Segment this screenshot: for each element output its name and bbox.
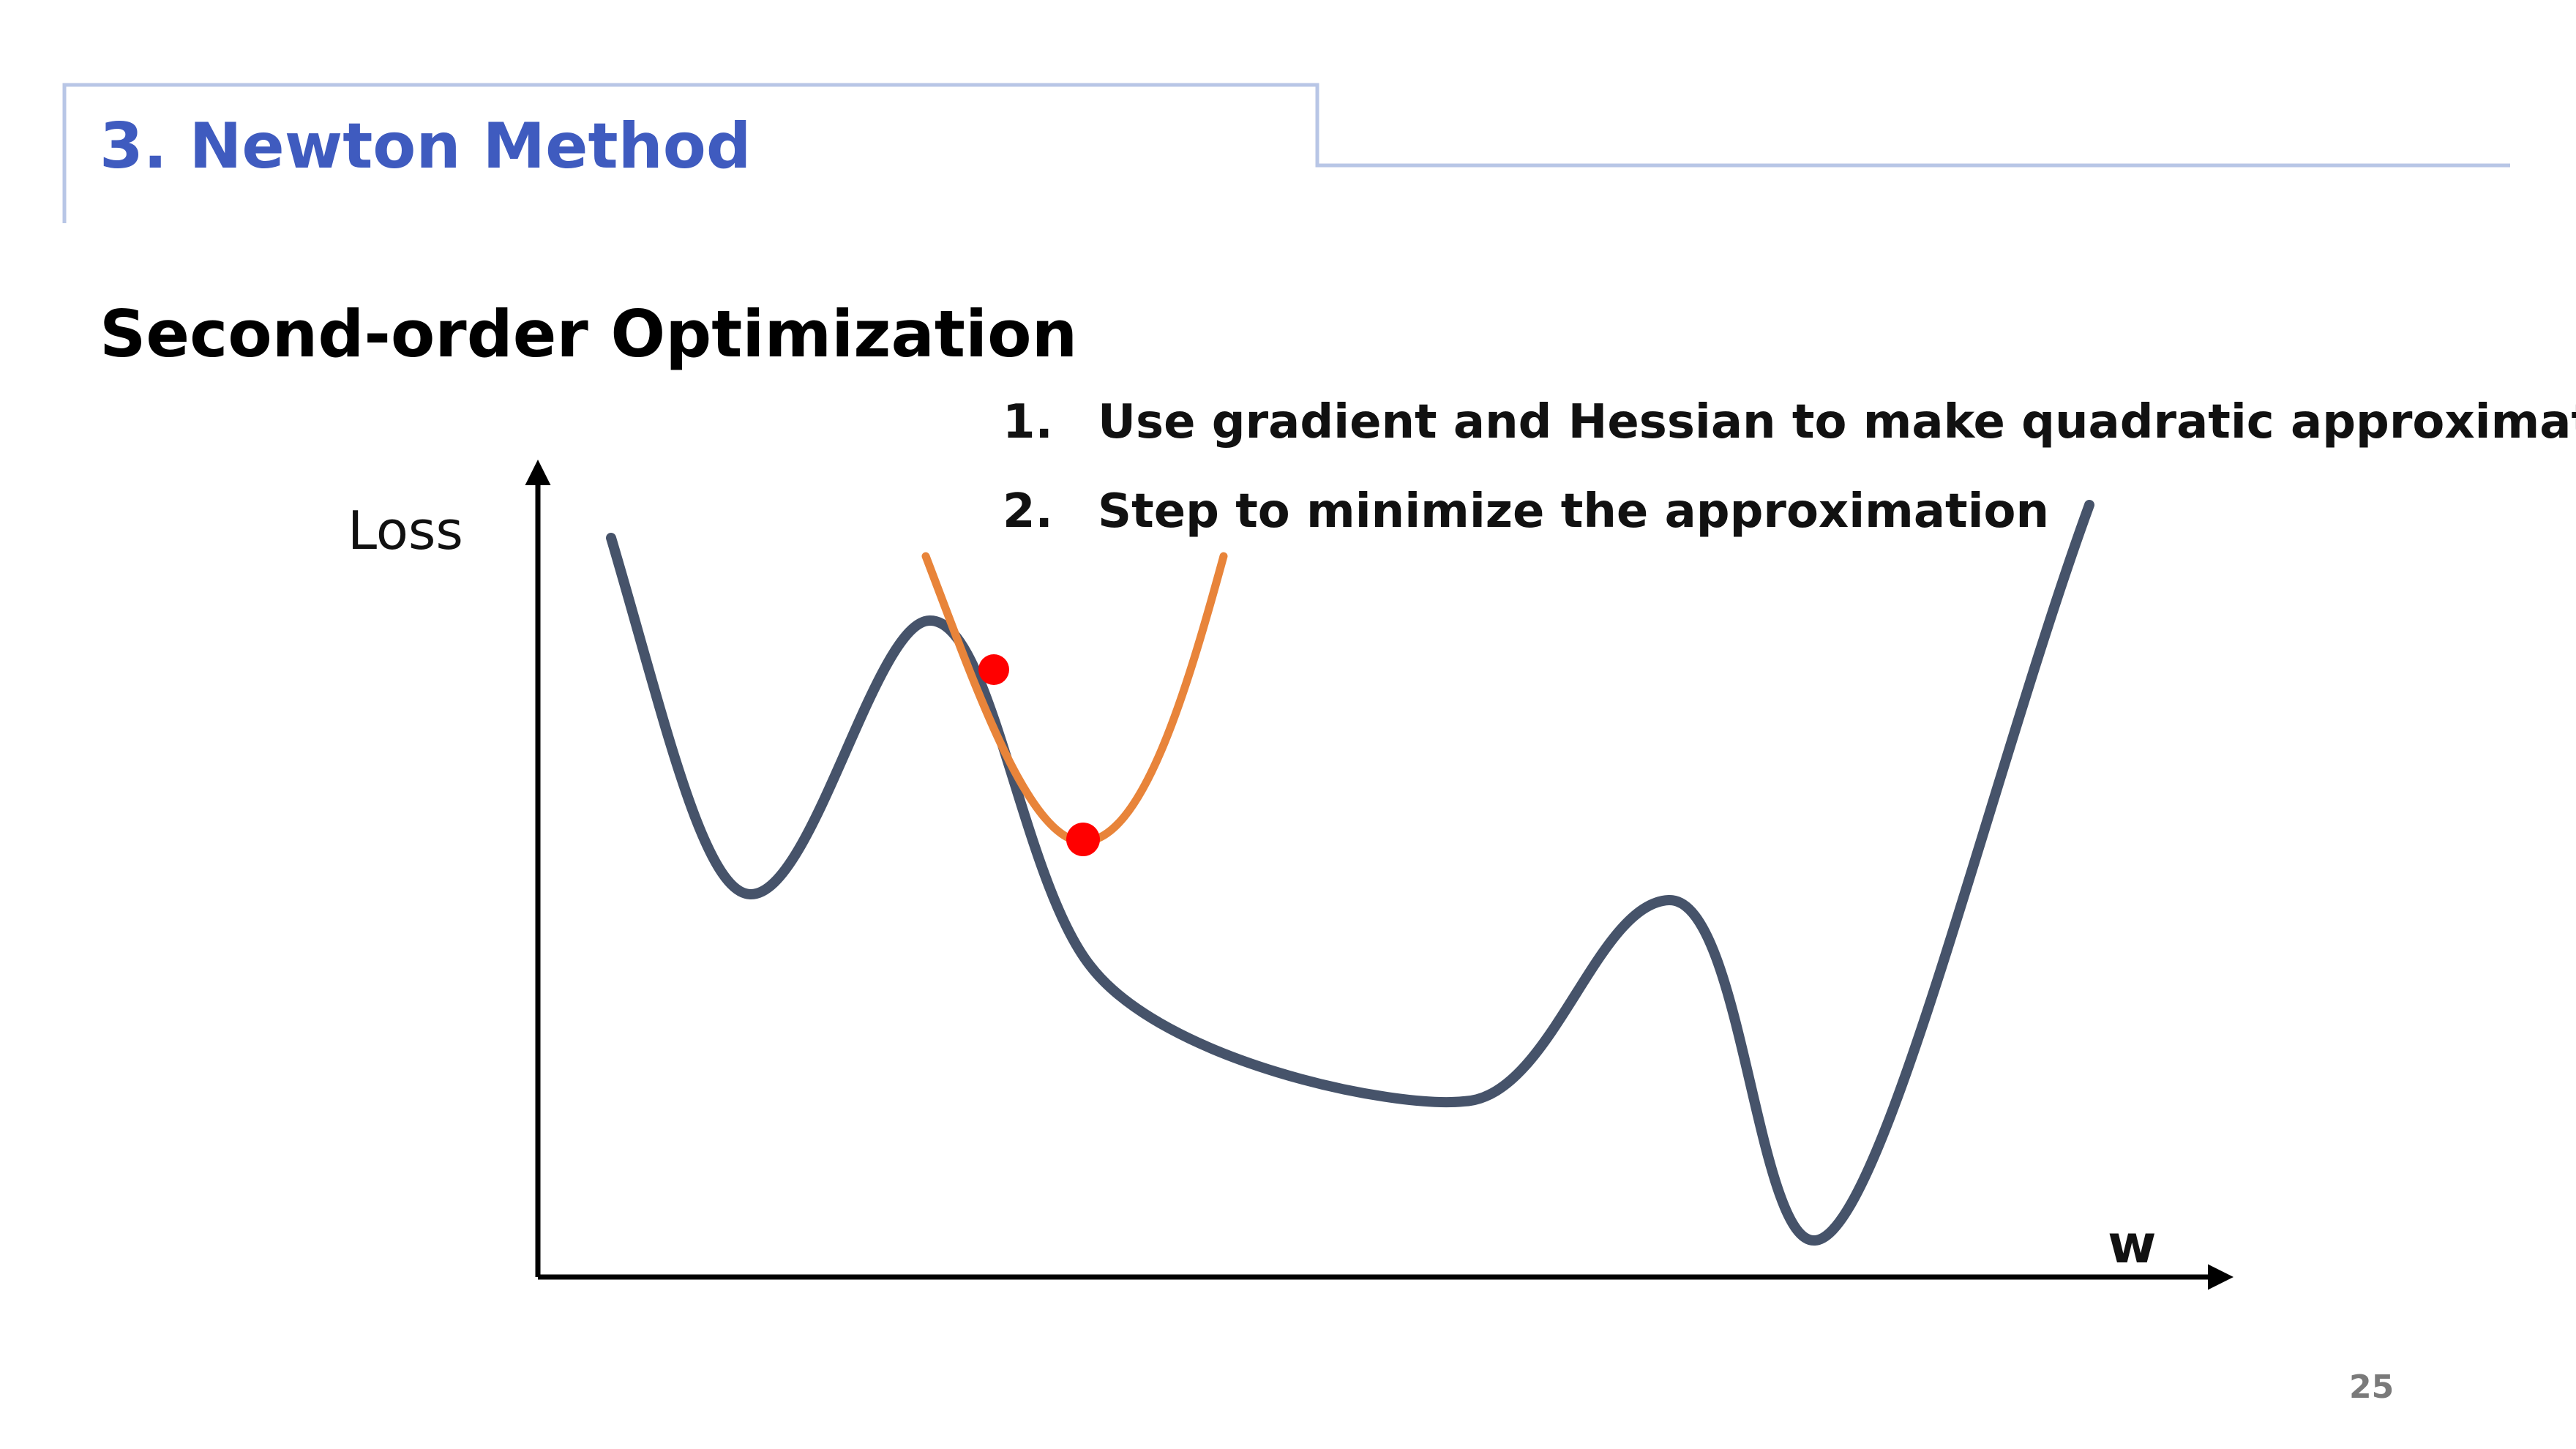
x-axis-label: w (2108, 1213, 2157, 1275)
loss-curve (606, 500, 2094, 1246)
step-item: 1. Use gradient and Hessian to make quad… (1003, 395, 2576, 484)
step-text: Step to minimize the approximation (1098, 484, 2050, 539)
y-axis-label: Loss (348, 500, 463, 561)
step-item: 2. Step to minimize the approximation (1003, 484, 2576, 574)
approximation-minimum-point (1066, 823, 1100, 856)
steps-list: 1. Use gradient and Hessian to make quad… (1003, 395, 2576, 574)
slide-title: 3. Newton Method (100, 110, 752, 183)
header-frame (62, 83, 2510, 223)
page-number: 25 (2349, 1368, 2395, 1406)
quadratic-approximation-curve (921, 552, 1228, 846)
section-heading: Second-order Optimization (100, 296, 1078, 372)
step-number: 1. (1003, 395, 1053, 449)
step-text: Use gradient and Hessian to make quadrat… (1098, 395, 2576, 449)
current-point (978, 654, 1009, 685)
header-rule (62, 83, 2510, 223)
step-number: 2. (1003, 484, 1053, 539)
